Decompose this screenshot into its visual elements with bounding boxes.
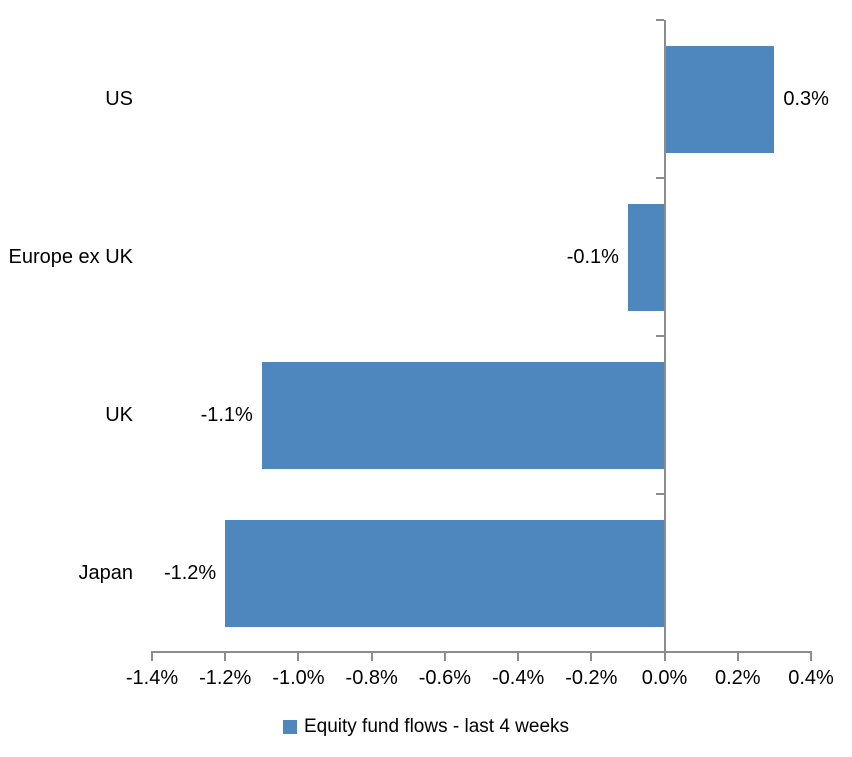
category-label: Japan bbox=[78, 562, 134, 584]
x-tick-label: -1.0% bbox=[272, 667, 325, 689]
bar-us bbox=[664, 45, 775, 153]
category-label: US bbox=[105, 88, 133, 110]
category-axis-tick bbox=[655, 19, 664, 21]
category-label: UK bbox=[105, 404, 133, 426]
x-tick-label: -1.2% bbox=[199, 667, 252, 689]
category-axis-tick bbox=[655, 493, 664, 495]
plot-area: US 0.3% Europe ex UK -0.1% UK -1.1% Japan -1.2%… bbox=[8, 19, 834, 689]
bar-japan bbox=[225, 519, 665, 627]
x-tick-label: -1.4% bbox=[125, 667, 179, 689]
category-axis-tick bbox=[655, 335, 664, 337]
value-axis-tick bbox=[297, 653, 300, 661]
value-axis-line bbox=[151, 651, 812, 653]
bar-uk bbox=[261, 361, 665, 469]
data-label: 0.3% bbox=[783, 88, 829, 110]
x-tick-label: -0.6% bbox=[418, 667, 471, 689]
x-tick-label: 0.4% bbox=[788, 667, 834, 689]
data-label: -1.2% bbox=[163, 562, 217, 584]
value-axis-tick bbox=[590, 653, 593, 661]
x-tick-label: 0.0% bbox=[641, 667, 688, 689]
category-axis-line bbox=[663, 20, 666, 652]
value-axis-tick bbox=[443, 653, 446, 661]
value-axis-tick bbox=[517, 653, 520, 661]
value-axis-tick bbox=[151, 653, 153, 661]
category-axis-tick bbox=[655, 177, 664, 179]
legend-label: Equity fund flows - last 4 weeks bbox=[303, 716, 570, 737]
x-tick-label: 0.2% bbox=[714, 667, 761, 689]
category-label: Europe ex UK bbox=[8, 246, 133, 268]
legend-marker-icon bbox=[282, 720, 297, 734]
value-axis-tick bbox=[663, 653, 666, 661]
x-tick-label: -0.4% bbox=[491, 667, 545, 689]
value-axis-tick bbox=[810, 653, 812, 661]
value-axis-tick bbox=[736, 653, 739, 661]
data-label: -1.1% bbox=[200, 404, 253, 426]
x-tick-label: -0.2% bbox=[565, 667, 618, 689]
value-axis-tick bbox=[224, 653, 227, 661]
data-label: -0.1% bbox=[566, 246, 619, 268]
x-tick-label: -0.8% bbox=[345, 667, 398, 689]
value-axis-tick bbox=[370, 653, 373, 661]
bar-europe-ex-uk bbox=[627, 203, 665, 311]
legend: Equity fund flows - last 4 weeks bbox=[0, 712, 852, 742]
